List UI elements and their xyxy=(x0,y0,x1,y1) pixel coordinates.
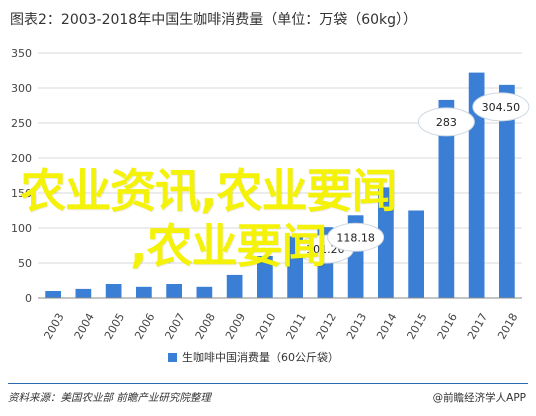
y-tick-label: 350 xyxy=(11,47,32,60)
y-tick-label: 0 xyxy=(25,292,32,305)
x-tick-label: 2012 xyxy=(314,311,339,342)
x-tick-label: 2003 xyxy=(41,311,66,342)
x-tick-label: 2004 xyxy=(72,311,97,342)
bar-2016 xyxy=(438,99,455,299)
x-tick-label: 2014 xyxy=(374,311,399,342)
y-axis: 0 50 100 150 200 250 300 350 xyxy=(11,47,32,305)
bar-2010 xyxy=(257,256,273,298)
y-tick-label: 300 xyxy=(11,82,32,95)
x-axis: 2003 2004 2005 2006 2007 2008 2009 2010 2011 2012… xyxy=(38,297,522,342)
x-tick-label: 2013 xyxy=(344,311,369,342)
y-tick-label: 50 xyxy=(18,257,32,270)
source-note: 资料来源：美国农业部 前瞻产业研究院整理 xyxy=(8,392,211,404)
bar-2006 xyxy=(136,286,152,298)
bar-2005 xyxy=(105,284,122,298)
bar-2014 xyxy=(378,187,394,298)
watermark-overlay-line1: 农业资讯,农业要闻 xyxy=(20,164,397,218)
x-tick-label: 2010 xyxy=(253,311,278,342)
data-label-bubble xyxy=(417,107,475,137)
bar-2007 xyxy=(166,284,182,298)
chart-title: 图表2：2003-2018年中国生咖啡消费量（单位：万袋（60kg）） xyxy=(10,12,418,28)
x-tick-label: 2018 xyxy=(495,311,520,342)
y-tick-label: 150 xyxy=(11,187,32,200)
brand-credit: @前瞻经济学人APP xyxy=(432,392,526,404)
x-tick-label: 2011 xyxy=(283,311,308,342)
bar-2008 xyxy=(196,286,213,298)
x-tick-label: 2009 xyxy=(223,311,248,342)
y-tick-label: 250 xyxy=(11,117,32,130)
bar-2017 xyxy=(468,72,485,298)
x-tick-label: 2008 xyxy=(193,311,218,342)
data-label: 304.50 xyxy=(482,101,521,114)
y-tick-label: 100 xyxy=(11,222,32,235)
legend-label: 生咖啡中国消费量（60公斤袋） xyxy=(182,350,339,364)
bar-2018 xyxy=(499,84,515,298)
x-tick-label: 2007 xyxy=(162,311,187,342)
bar-2009 xyxy=(226,274,243,298)
y-tick-label: 200 xyxy=(11,152,32,165)
data-label: 283 xyxy=(436,116,457,129)
bar-2015 xyxy=(408,210,424,298)
x-tick-label: 2017 xyxy=(465,311,490,342)
x-tick-label: 2006 xyxy=(132,311,157,342)
bar-2004 xyxy=(75,288,92,298)
legend: 生咖啡中国消费量（60公斤袋） xyxy=(168,350,339,364)
bar-2003 xyxy=(45,291,61,298)
data-label: 118.18 xyxy=(336,231,375,244)
x-tick-label: 2015 xyxy=(404,311,429,342)
x-tick-label: 2016 xyxy=(435,311,460,342)
legend-swatch xyxy=(168,353,177,362)
watermark-overlay-line2: ,农业要闻 xyxy=(130,219,327,273)
footer-divider xyxy=(8,383,528,384)
data-label-bubble xyxy=(472,92,530,122)
x-tick-label: 2005 xyxy=(102,311,127,342)
data-label-bubble xyxy=(327,222,385,252)
